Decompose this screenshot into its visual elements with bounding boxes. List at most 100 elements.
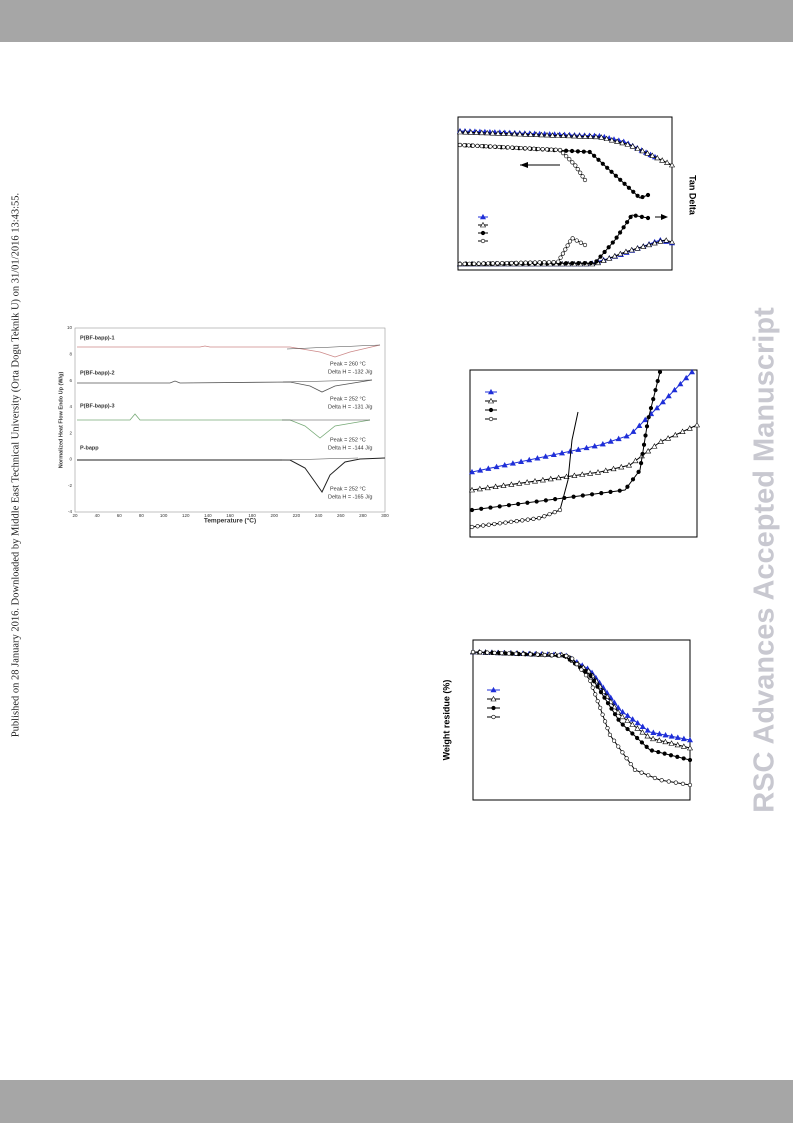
- y-tick-label: 8: [69, 351, 72, 356]
- marker: [542, 514, 547, 519]
- marker: [621, 225, 626, 230]
- marker: [518, 458, 525, 464]
- marker: [620, 722, 625, 727]
- marker: [492, 483, 499, 489]
- marker: [611, 738, 617, 743]
- marker: [599, 490, 604, 496]
- marker: [506, 651, 511, 656]
- x-tick-label: 140: [204, 513, 212, 518]
- curve: [77, 344, 381, 358]
- marker: [629, 716, 636, 722]
- y-axis-label: Weight residue (%): [441, 680, 451, 761]
- marker: [655, 378, 660, 384]
- marker: [503, 520, 508, 525]
- marker: [624, 712, 631, 718]
- marker: [556, 653, 562, 658]
- marker: [614, 138, 621, 144]
- baseline: [282, 379, 373, 383]
- marker: [505, 145, 510, 150]
- x-tick-label: 280: [359, 513, 367, 518]
- marker: [610, 465, 617, 472]
- marker: [592, 153, 597, 158]
- marker: [479, 221, 487, 228]
- marker: [533, 131, 540, 138]
- marker: [668, 161, 676, 168]
- marker: [588, 678, 593, 683]
- baseline: [286, 344, 381, 350]
- curve: [77, 413, 371, 439]
- marker: [609, 169, 614, 174]
- marker: [468, 486, 476, 493]
- marker: [506, 503, 512, 508]
- marker: [679, 428, 686, 434]
- curve: [77, 457, 386, 493]
- marker: [590, 685, 595, 690]
- y-tick-label: -2: [68, 483, 72, 488]
- marker: [564, 653, 569, 658]
- marker: [600, 161, 605, 166]
- marker: [605, 725, 610, 731]
- plot-frame: [472, 639, 691, 801]
- marker: [589, 492, 595, 497]
- x-tick-label: 120: [182, 513, 190, 518]
- marker: [640, 451, 645, 457]
- marker: [595, 684, 600, 689]
- marker: [636, 422, 643, 429]
- marker: [610, 240, 615, 245]
- marker: [646, 773, 651, 778]
- marker: [662, 751, 667, 756]
- marker: [471, 261, 477, 266]
- marker: [575, 149, 581, 154]
- marker: [553, 497, 558, 502]
- marker: [686, 425, 693, 431]
- x-tick-label: 40: [95, 513, 101, 518]
- marker: [540, 147, 545, 152]
- marker: [664, 159, 671, 165]
- marker: [483, 144, 489, 149]
- marker: [672, 431, 679, 438]
- marker: [608, 489, 613, 494]
- marker: [600, 257, 607, 263]
- marker: [492, 144, 497, 149]
- marker: [549, 132, 556, 138]
- marker: [580, 493, 585, 498]
- footer-bar: [0, 1080, 793, 1123]
- marker: [602, 719, 608, 724]
- marker: [489, 130, 496, 136]
- marker: [468, 468, 476, 475]
- y-tick-label: 4: [69, 404, 72, 409]
- marker: [564, 154, 569, 159]
- marker: [563, 247, 568, 252]
- marker: [501, 461, 508, 468]
- marker: [625, 484, 630, 489]
- series-label: P-bapp: [80, 445, 99, 451]
- marker: [656, 749, 661, 755]
- delta-h-label: Delta H = -144 J/g: [328, 445, 372, 451]
- marker: [542, 453, 549, 459]
- marker: [558, 255, 563, 260]
- marker: [644, 732, 651, 739]
- marker: [578, 240, 583, 245]
- marker: [623, 433, 630, 439]
- marker: [475, 143, 480, 148]
- marker: [575, 167, 580, 172]
- marker: [635, 735, 640, 741]
- marker: [615, 435, 622, 442]
- baseline: [281, 457, 359, 461]
- marker: [520, 518, 525, 523]
- marker: [587, 133, 594, 139]
- marker: [485, 650, 490, 655]
- marker: [677, 380, 684, 387]
- marker: [505, 130, 512, 137]
- marker: [619, 139, 626, 146]
- marker: [516, 131, 523, 137]
- marker: [508, 481, 515, 487]
- marker: [531, 478, 539, 484]
- marker: [594, 259, 599, 264]
- dsc-figure: [74, 327, 386, 513]
- marker: [645, 241, 652, 248]
- marker: [688, 368, 696, 375]
- marker: [654, 404, 661, 411]
- arrowhead: [661, 214, 668, 220]
